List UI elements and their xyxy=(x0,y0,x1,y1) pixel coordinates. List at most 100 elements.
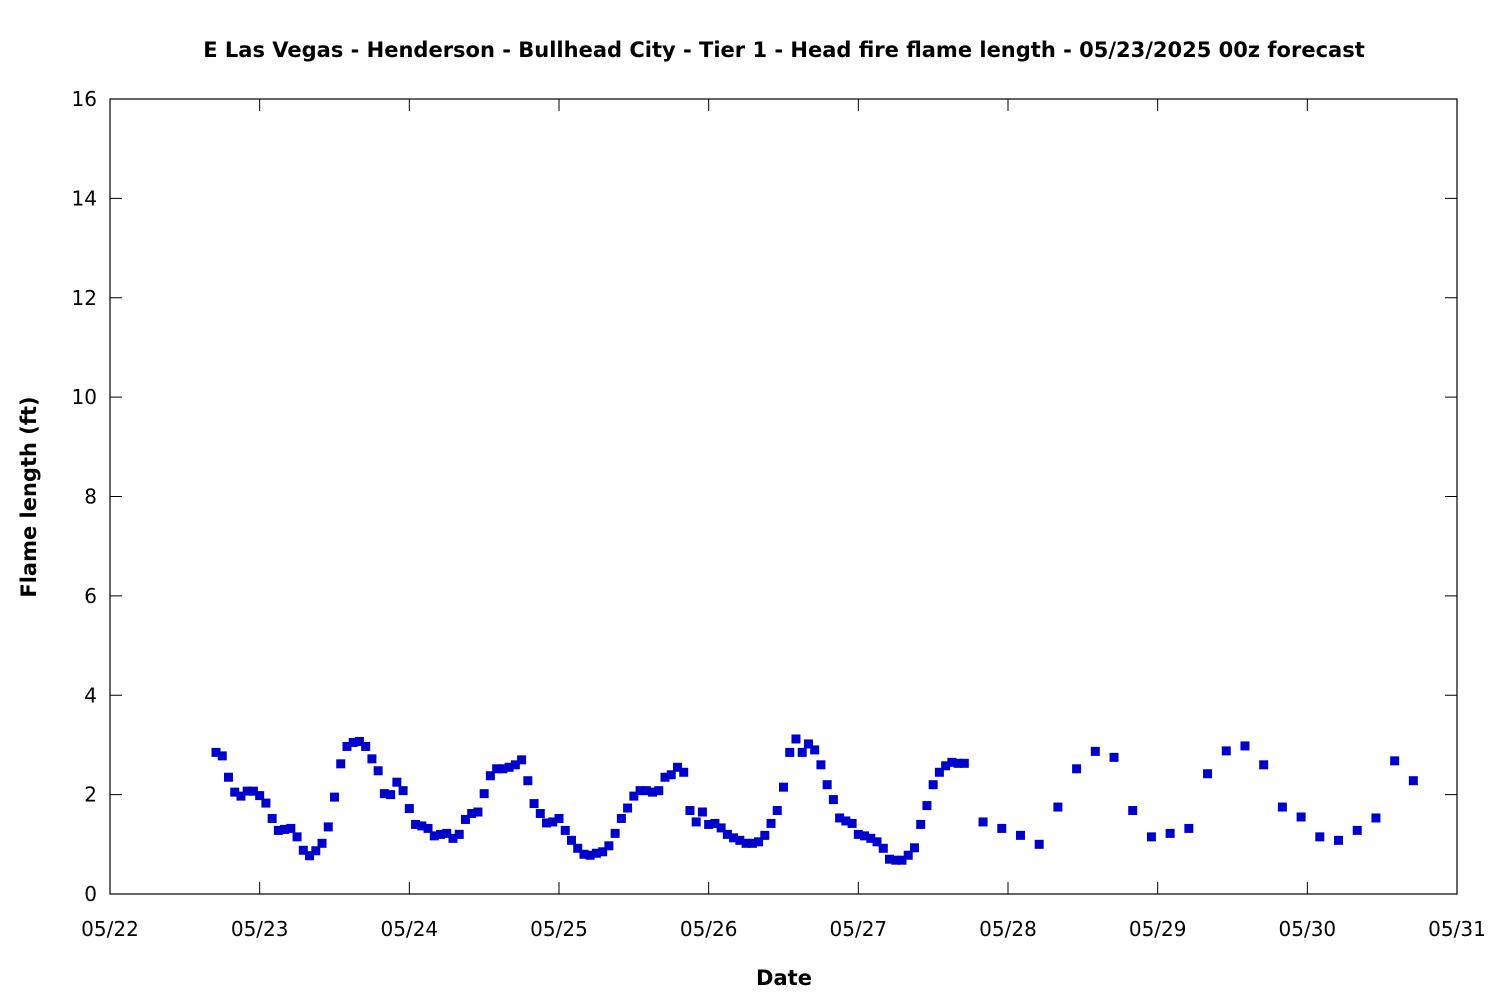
data-point xyxy=(429,831,439,841)
data-point xyxy=(654,786,664,796)
x-tick-label: 05/25 xyxy=(530,917,588,941)
x-tick-label: 05/26 xyxy=(680,917,738,941)
data-point xyxy=(1352,825,1362,835)
data-point xyxy=(404,804,414,814)
data-point xyxy=(810,745,820,755)
data-point xyxy=(941,761,951,771)
data-point xyxy=(903,850,913,860)
data-point xyxy=(460,814,470,824)
x-axis-label: Date xyxy=(756,966,812,990)
data-point xyxy=(666,770,676,780)
data-point xyxy=(629,791,639,801)
data-point xyxy=(548,817,558,827)
data-point xyxy=(217,751,227,761)
data-point xyxy=(267,813,277,823)
y-axis-label: Flame length (ft) xyxy=(17,396,41,597)
data-point xyxy=(411,819,421,829)
data-point xyxy=(641,786,651,796)
data-point xyxy=(1390,756,1400,766)
data-point xyxy=(1315,832,1325,842)
data-point xyxy=(1146,832,1156,842)
data-point xyxy=(286,823,296,833)
data-point xyxy=(523,776,533,786)
data-point xyxy=(1015,830,1025,840)
data-point xyxy=(797,747,807,757)
data-point xyxy=(367,754,377,764)
data-point xyxy=(623,803,633,813)
data-point xyxy=(779,782,788,792)
plot-area xyxy=(109,98,1458,895)
data-point xyxy=(672,762,682,772)
data-point xyxy=(1240,741,1250,751)
data-point xyxy=(386,790,396,800)
data-point xyxy=(947,757,957,767)
data-point xyxy=(398,786,408,796)
data-point xyxy=(853,829,863,839)
data-point xyxy=(1090,746,1100,756)
data-point xyxy=(616,813,626,823)
data-point xyxy=(1334,835,1344,845)
data-point xyxy=(417,821,427,831)
data-point xyxy=(1165,828,1175,838)
data-point xyxy=(311,846,321,856)
data-point xyxy=(1259,760,1269,770)
data-point xyxy=(816,760,826,770)
data-point xyxy=(223,772,233,782)
data-point xyxy=(273,825,283,835)
data-point xyxy=(379,789,389,799)
x-tick-label: 05/22 xyxy=(81,917,139,941)
data-points xyxy=(211,734,1418,865)
data-point xyxy=(847,818,857,828)
data-point xyxy=(916,819,926,829)
data-point xyxy=(1203,769,1213,779)
data-point xyxy=(803,739,813,749)
data-point xyxy=(997,823,1007,833)
data-point xyxy=(922,801,932,811)
data-point xyxy=(473,807,483,817)
data-point xyxy=(735,835,745,845)
data-point xyxy=(504,762,514,772)
data-point xyxy=(635,786,645,796)
y-tick-label: 6 xyxy=(84,584,97,608)
data-point xyxy=(261,798,271,808)
data-point xyxy=(685,806,695,816)
y-tick-label: 14 xyxy=(72,186,97,210)
data-point xyxy=(747,838,757,848)
x-tick-label: 05/23 xyxy=(231,917,289,941)
chart-title: E Las Vegas - Henderson - Bullhead City … xyxy=(203,38,1365,62)
data-point xyxy=(660,772,670,782)
data-point xyxy=(710,818,720,828)
data-point xyxy=(648,787,658,797)
axis-ticks xyxy=(109,98,1458,895)
data-point xyxy=(959,758,969,768)
data-point xyxy=(1034,839,1044,849)
data-point xyxy=(436,829,446,839)
data-point xyxy=(679,767,689,777)
y-tick-label: 12 xyxy=(72,286,97,310)
data-point xyxy=(785,747,795,757)
data-point xyxy=(348,737,358,747)
data-point xyxy=(542,818,552,828)
data-point xyxy=(342,741,352,751)
data-point xyxy=(485,771,495,781)
data-point xyxy=(1408,776,1418,786)
data-point xyxy=(579,849,589,859)
data-point xyxy=(467,809,477,819)
x-tick-label: 05/28 xyxy=(979,917,1037,941)
data-point xyxy=(598,847,608,857)
y-tick-label: 8 xyxy=(84,485,97,509)
data-point xyxy=(766,818,776,828)
data-point xyxy=(585,850,595,860)
data-point xyxy=(448,833,458,843)
data-point xyxy=(828,795,838,805)
data-point xyxy=(909,843,919,853)
y-tick-label: 4 xyxy=(84,683,97,707)
data-point xyxy=(442,828,452,838)
data-point xyxy=(697,807,707,817)
data-point xyxy=(716,823,726,833)
data-point xyxy=(323,822,333,832)
y-axis-tick-labels: 0 2 4 6 8 10 12 14 16 xyxy=(72,87,97,906)
data-point xyxy=(373,766,383,776)
data-point xyxy=(953,758,963,768)
data-point xyxy=(554,813,564,823)
